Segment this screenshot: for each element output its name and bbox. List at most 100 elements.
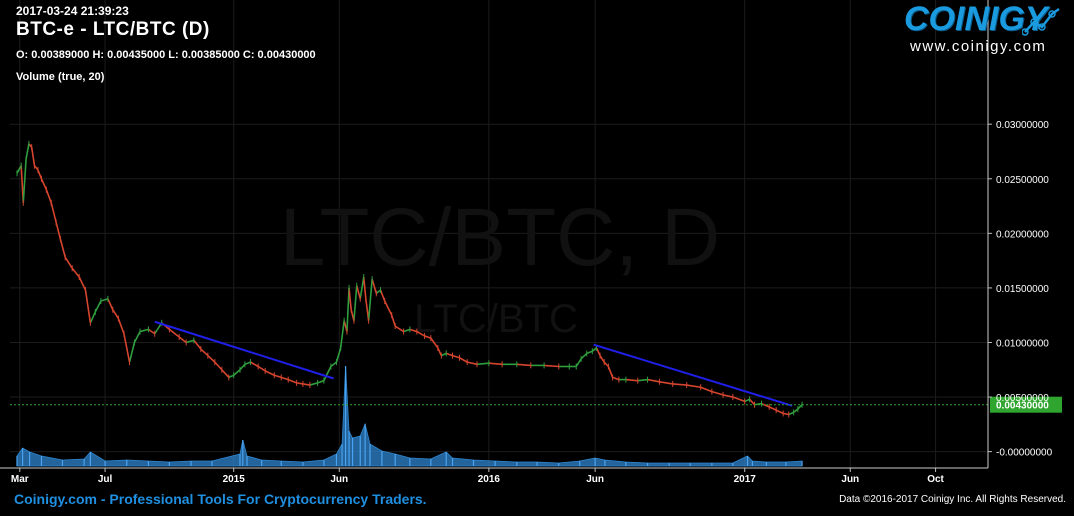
y-tick-label: 0.03000000 <box>996 120 1049 131</box>
grid <box>10 0 988 468</box>
watermark: LTC/BTC, D LTC/BTC <box>280 192 720 341</box>
coinigy-logo: COINIGY www.coinigy.com <box>886 0 1066 58</box>
price-segment <box>793 408 799 413</box>
price-segment <box>580 352 588 360</box>
price-segment <box>390 314 396 327</box>
price-segment <box>147 328 156 335</box>
trendline <box>154 320 334 380</box>
volume-indicator-label[interactable]: Volume (true, 20) <box>16 71 105 83</box>
price-segment <box>154 322 163 335</box>
price-segment <box>711 390 724 396</box>
footer-copyright: Data ©2016-2017 Coinigy Inc. All Rights … <box>839 494 1066 505</box>
price-segment <box>488 362 503 366</box>
price-segment <box>603 361 609 368</box>
price-segment <box>353 285 358 321</box>
price-segment <box>416 330 425 337</box>
price-segment <box>107 298 114 311</box>
price-segment <box>55 222 62 239</box>
price-segment <box>544 364 559 368</box>
price-segment <box>207 354 216 363</box>
price-segment <box>686 384 701 389</box>
x-tick-label: 2015 <box>223 474 246 485</box>
price-segment <box>100 298 109 302</box>
price-segment <box>732 396 745 403</box>
price-segment <box>394 325 405 333</box>
price-segment <box>40 178 48 191</box>
chart-timestamp: 2017-03-24 21:39:23 <box>16 4 129 18</box>
price-segment <box>722 394 734 398</box>
price-segment <box>516 363 531 367</box>
price-segment <box>133 331 141 343</box>
price-segment <box>287 378 297 384</box>
price-segment <box>452 354 460 359</box>
price-segment <box>607 366 614 378</box>
price-segment <box>346 287 350 332</box>
price-segment <box>744 398 750 403</box>
price-segment <box>441 352 447 357</box>
price-segment <box>200 348 209 357</box>
price-segment <box>37 169 43 180</box>
last-price-line: 0.00430000 <box>10 396 1062 413</box>
y-tick-label: 0.02000000 <box>996 229 1049 240</box>
price-segment <box>459 357 468 363</box>
y-tick-label: 0.01500000 <box>996 284 1049 295</box>
logo-url: www.coinigy.com <box>910 38 1047 55</box>
price-segment <box>749 398 756 406</box>
price-segment <box>437 347 443 356</box>
price-segment <box>700 386 713 393</box>
price-segment <box>637 378 648 382</box>
price-segment <box>409 328 418 333</box>
watermark-text-large: LTC/BTC, D <box>280 192 720 283</box>
x-tick-label: Oct <box>927 474 944 485</box>
price-segment <box>59 238 67 258</box>
price-segment <box>371 278 378 294</box>
ohlc-readout: O: 0.00389000 H: 0.00435000 L: 0.0038500… <box>16 49 316 61</box>
x-tick-label: Jun <box>330 474 348 485</box>
price-segment <box>335 347 342 363</box>
price-segment <box>586 350 593 355</box>
price-segment <box>30 147 36 166</box>
watermark-text-small: LTC/BTC <box>414 297 578 341</box>
price-segment <box>128 342 136 363</box>
price-segment <box>599 355 605 363</box>
price-segment <box>348 287 352 310</box>
x-tick-label: Jun <box>586 474 604 485</box>
price-segment <box>33 165 39 171</box>
price-series <box>16 140 803 418</box>
price-segment <box>783 412 789 416</box>
last-price-label: 0.00430000 <box>996 401 1049 412</box>
price-segment <box>625 378 638 382</box>
price-segment <box>94 300 102 313</box>
chart-trend-icon <box>1022 7 1060 36</box>
chart-title: BTC-e - LTC/BTC (D) <box>16 19 210 40</box>
axes: 0.03000000 0.02500000 0.02000000 0.01500000… <box>0 0 1053 485</box>
trendlines <box>154 320 793 407</box>
last-price-badge <box>990 396 1062 413</box>
price-segment <box>78 276 87 291</box>
trendline <box>593 343 793 407</box>
price-segment <box>302 383 311 386</box>
footer-tagline[interactable]: Coinigy.com - Professional Tools For Cry… <box>14 491 427 507</box>
y-tick-label: 0.00500000 <box>996 393 1049 404</box>
price-segment <box>445 352 453 357</box>
price-segment <box>403 328 411 333</box>
price-segment <box>797 404 803 410</box>
price-segment <box>244 361 251 366</box>
price-segment <box>383 300 393 316</box>
price-segment <box>476 362 489 366</box>
price-segment <box>355 285 362 300</box>
price-segment <box>257 365 266 372</box>
price-segment <box>424 335 432 339</box>
price-segment <box>22 159 27 203</box>
price-segment <box>375 289 381 295</box>
price-segment <box>221 369 230 378</box>
price-segment <box>264 370 275 376</box>
price-segment <box>112 309 120 319</box>
price-segment <box>45 189 52 204</box>
y-tick-label: -0.00000000 <box>996 448 1053 459</box>
price-segment <box>379 289 386 302</box>
price-segment <box>228 374 235 379</box>
x-tick-label: 2016 <box>478 474 501 485</box>
